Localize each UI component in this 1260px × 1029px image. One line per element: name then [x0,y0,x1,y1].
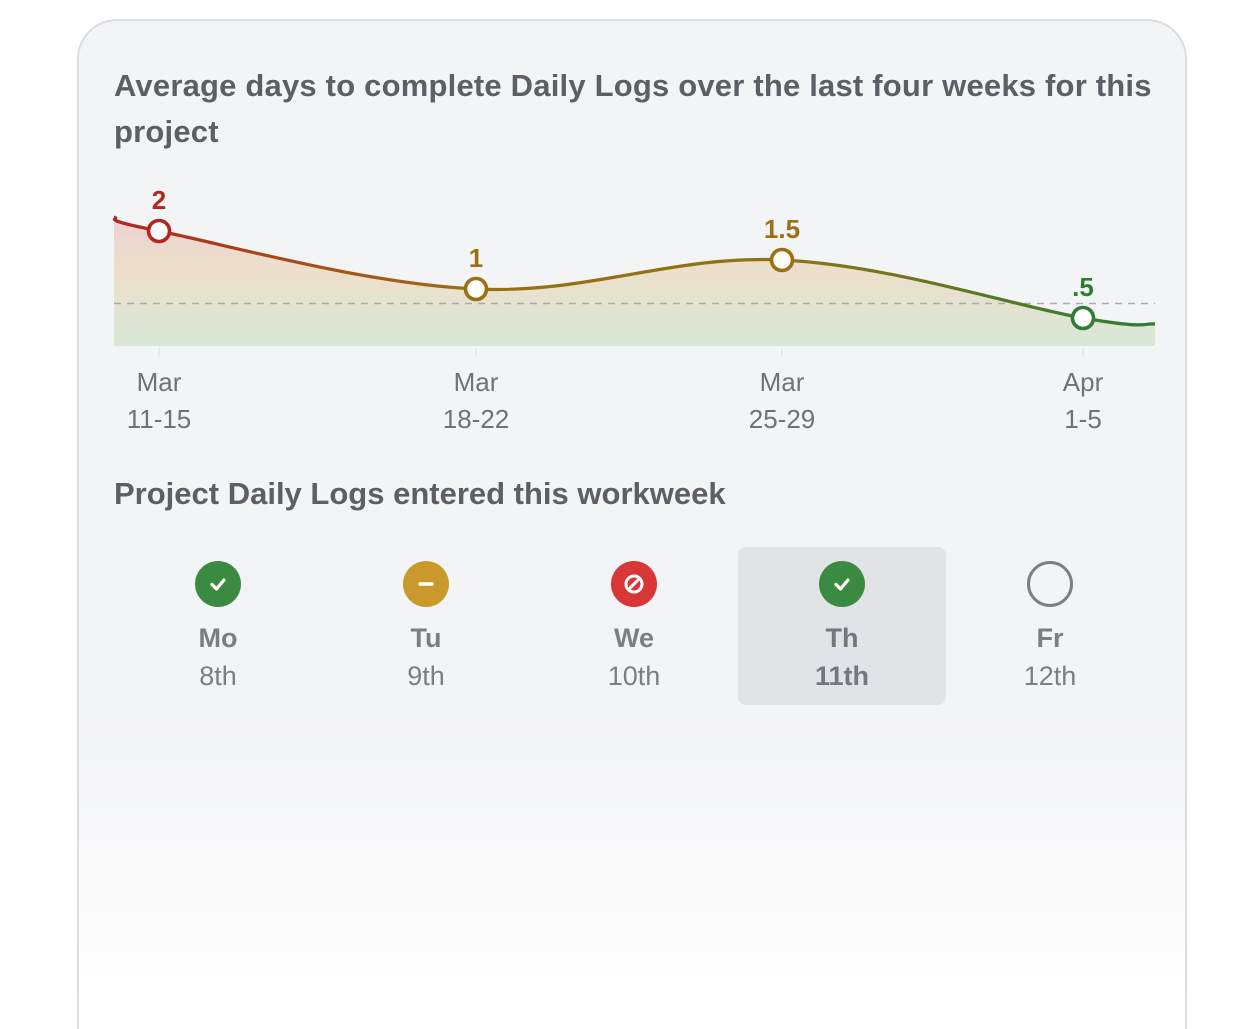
day-tuesday[interactable]: Tu 9th [322,547,530,705]
workweek-days: Mo 8th Tu 9th We 10th Th 11th Fr [114,547,1154,707]
day-wednesday[interactable]: We 10th [530,547,738,705]
x-tick-label-range: 1-5 [1064,404,1102,434]
minus-circle-icon [403,561,449,607]
day-monday[interactable]: Mo 8th [114,547,322,705]
chart-point [1070,305,1096,331]
day-name: Th [825,623,859,653]
x-tick-label-month: Apr [1063,367,1104,397]
x-tick-label-month: Mar [137,367,182,397]
chart-point [463,276,489,302]
prohibited-circle-icon [611,561,657,607]
day-thursday[interactable]: Th 11th [738,547,946,705]
x-tick-label-range: 18-22 [443,404,510,434]
data-label: .5 [1072,272,1094,302]
day-date: 9th [407,661,445,691]
chart-area-fill [114,217,1155,346]
workweek-title: Project Daily Logs entered this workweek [114,476,726,511]
chart-title: Average days to complete Daily Logs over… [114,68,1152,149]
daily-logs-card: Average days to complete Daily Logs over… [77,19,1187,1029]
empty-circle-icon [1027,561,1073,607]
x-tick-label-month: Mar [454,367,499,397]
x-tick-label-range: 25-29 [749,404,816,434]
day-date: 11th [814,661,870,691]
x-tick-label-month: Mar [760,367,805,397]
day-date: 12th [1023,661,1077,691]
chart-point [146,218,172,244]
completion-time-chart: 2 Mar 11-15 1 Mar 18-22 1.5 Mar 25-29 .5 Apr 1-5 [113,185,1156,434]
day-name: Fr [1036,623,1064,653]
data-label: 1.5 [764,214,800,244]
chart-point [769,247,795,273]
day-name: We [613,623,654,653]
x-tick-label-range: 11-15 [127,404,192,434]
check-circle-icon [195,561,241,607]
day-name: Tu [410,623,442,653]
check-circle-icon [819,561,865,607]
data-label: 1 [469,243,483,273]
day-name: Mo [198,623,238,653]
day-date: 8th [199,661,237,691]
day-friday[interactable]: Fr 12th [946,547,1154,705]
day-date: 10th [607,661,661,691]
data-label: 2 [152,185,166,215]
